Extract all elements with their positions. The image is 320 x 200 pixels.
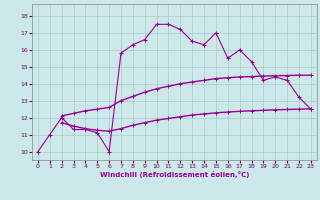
X-axis label: Windchill (Refroidissement éolien,°C): Windchill (Refroidissement éolien,°C) [100,171,249,178]
